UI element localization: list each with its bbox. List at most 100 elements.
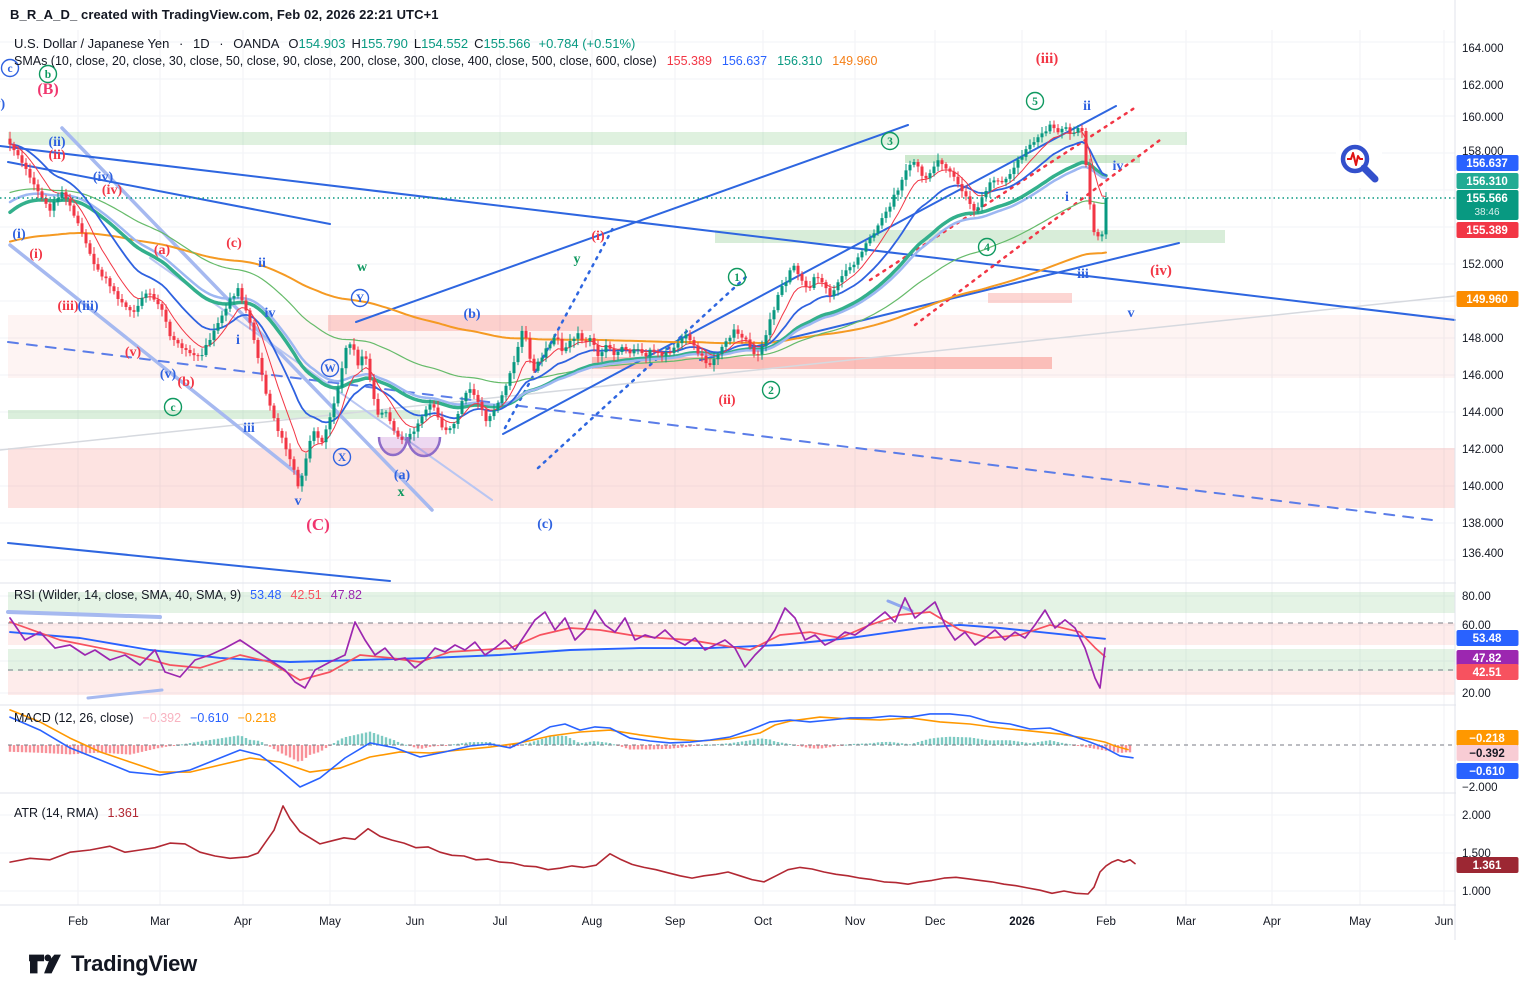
atr-value-labels[interactable]: 1.361: [1456, 857, 1519, 873]
change-value: +0.784 (+0.51%): [538, 36, 636, 51]
svg-text:Apr: Apr: [234, 916, 252, 928]
svg-text:Jul: Jul: [493, 916, 508, 928]
svg-text:(b): (b): [463, 307, 480, 322]
svg-text:v: v: [1128, 306, 1135, 321]
svg-text:(v): (v): [160, 367, 177, 382]
svg-text:(v): (v): [125, 345, 142, 360]
svg-text:May: May: [1349, 916, 1371, 928]
svg-text:47.82: 47.82: [1473, 653, 1502, 665]
indicator-value: 156.637: [721, 54, 768, 68]
chart-scan-magnifier-icon[interactable]: [1336, 141, 1382, 188]
svg-text:Apr: Apr: [1263, 916, 1281, 928]
svg-text:c: c: [7, 63, 12, 75]
svg-text:42.51: 42.51: [1473, 667, 1502, 679]
symbol-exchange: OANDA: [233, 36, 279, 51]
symbol-title: U.S. Dollar / Japanese Yen: [14, 36, 170, 51]
svg-text:(iii): (iii): [1036, 51, 1059, 67]
svg-text:155.566: 155.566: [1466, 193, 1508, 205]
indicator-value: 1.361: [107, 806, 139, 820]
chart-byline: B_R_A_D_ created with TradingView.com, F…: [10, 7, 439, 22]
svg-text:138.000: 138.000: [1462, 518, 1504, 530]
indicator-value: −0.610: [190, 711, 229, 725]
svg-text:(c): (c): [537, 517, 553, 532]
svg-text:Feb: Feb: [68, 916, 88, 928]
svg-text:−2.000: −2.000: [1462, 782, 1498, 794]
grid-lines: [0, 30, 1455, 905]
svg-text:Dec: Dec: [925, 916, 946, 928]
svg-text:53.48: 53.48: [1473, 633, 1502, 645]
macd-title: MACD (12, 26, close): [14, 711, 134, 725]
svg-text:i: i: [236, 333, 240, 348]
svg-text:160.000: 160.000: [1462, 112, 1504, 124]
svg-text:(v): (v): [0, 97, 5, 112]
indicator-value: −0.392: [142, 711, 182, 725]
svg-text:149.960: 149.960: [1466, 294, 1508, 306]
rsi-axis-labels[interactable]: 80.00 60.00 20.00: [1462, 591, 1491, 700]
indicator-value: 53.48: [250, 588, 282, 602]
svg-text:1: 1: [734, 272, 740, 284]
svg-text:y: y: [574, 252, 581, 267]
svg-text:Mar: Mar: [150, 916, 170, 928]
svg-text:(iii): (iii): [78, 299, 99, 314]
macd-indicator-header[interactable]: MACD (12, 26, close) −0.392 −0.610 −0.218: [14, 711, 276, 725]
macd-pane: [8, 709, 1455, 788]
rsi-indicator-header[interactable]: RSI (Wilder, 14, close, SMA, 40, SMA, 9)…: [14, 588, 362, 602]
sma-overlays: [8, 131, 1108, 453]
svg-text:2.000: 2.000: [1462, 810, 1491, 822]
purple-arc-pattern: [377, 436, 442, 458]
svg-text:Aug: Aug: [582, 916, 602, 928]
smas-legend[interactable]: SMAs (10, close, 20, close, 30, close, 5…: [14, 54, 877, 68]
svg-text:38:46: 38:46: [1474, 207, 1499, 218]
svg-text:i: i: [1065, 190, 1069, 205]
time-axis-labels[interactable]: Feb Mar Apr May Jun Jul Aug Sep Oct Nov Dec 2026 Feb…: [68, 916, 1453, 928]
macd-axis-labels[interactable]: −2.000: [1462, 782, 1498, 794]
low-label: L: [413, 36, 422, 51]
svg-text:Jun: Jun: [406, 916, 425, 928]
svg-text:20.00: 20.00: [1462, 688, 1491, 700]
svg-text:146.000: 146.000: [1462, 370, 1504, 382]
svg-text:Sep: Sep: [665, 916, 685, 928]
svg-text:5: 5: [1032, 96, 1038, 108]
separator-dot: ·: [179, 36, 184, 51]
svg-text:156.637: 156.637: [1466, 158, 1508, 170]
svg-text:(ii): (ii): [48, 135, 65, 150]
tradingview-logo-text: TradingView: [71, 951, 197, 976]
svg-text:156.310: 156.310: [1466, 176, 1508, 188]
smas-values: 155.389 156.637 156.310 149.960: [657, 54, 878, 68]
svg-text:(b): (b): [177, 375, 194, 390]
macd-value-labels[interactable]: −0.218 −0.392 −0.610: [1456, 730, 1519, 779]
svg-text:(i): (i): [591, 229, 605, 244]
svg-text:v: v: [295, 494, 302, 509]
svg-text:(ii): (ii): [718, 393, 735, 408]
svg-text:c: c: [170, 402, 175, 414]
svg-text:142.000: 142.000: [1462, 444, 1504, 456]
indicator-value: 155.389: [666, 54, 712, 68]
svg-text:Oct: Oct: [754, 916, 773, 928]
rsi-title: RSI (Wilder, 14, close, SMA, 40, SMA, 9): [14, 588, 242, 602]
atr-indicator-header[interactable]: ATR (14, RMA) 1.361: [14, 806, 139, 820]
tradingview-logo[interactable]: TradingView: [28, 949, 197, 979]
svg-text:Y: Y: [356, 293, 365, 305]
svg-text:Nov: Nov: [845, 916, 866, 928]
svg-text:136.400: 136.400: [1462, 548, 1504, 560]
svg-text:2026: 2026: [1009, 916, 1035, 928]
indicator-value: −0.218: [237, 711, 277, 725]
price-labels[interactable]: 156.637 156.310 155.566 38:46 155.389 149.960: [1456, 155, 1519, 307]
svg-text:80.00: 80.00: [1462, 591, 1491, 603]
svg-text:w: w: [357, 260, 368, 275]
atr-pane: [9, 805, 1136, 895]
smas-label: SMAs (10, close, 20, close, 30, close, 5…: [14, 54, 657, 68]
atr-title: ATR (14, RMA): [14, 806, 99, 820]
svg-text:(ii): (ii): [48, 148, 65, 163]
svg-text:1.361: 1.361: [1473, 860, 1502, 872]
rsi-value-labels[interactable]: 53.48 47.82 42.51: [1456, 630, 1519, 680]
price-axis-labels[interactable]: 164.000162.000160.000158.000152.000148.0…: [1462, 43, 1504, 560]
high-label: H: [351, 36, 361, 51]
svg-text:(a): (a): [394, 468, 411, 483]
indicator-value: 47.82: [330, 588, 362, 602]
separator-dot: ·: [219, 36, 224, 51]
svg-text:ii: ii: [258, 256, 266, 271]
symbol-legend[interactable]: U.S. Dollar / Japanese Yen · 1D · OANDA …: [14, 36, 635, 51]
